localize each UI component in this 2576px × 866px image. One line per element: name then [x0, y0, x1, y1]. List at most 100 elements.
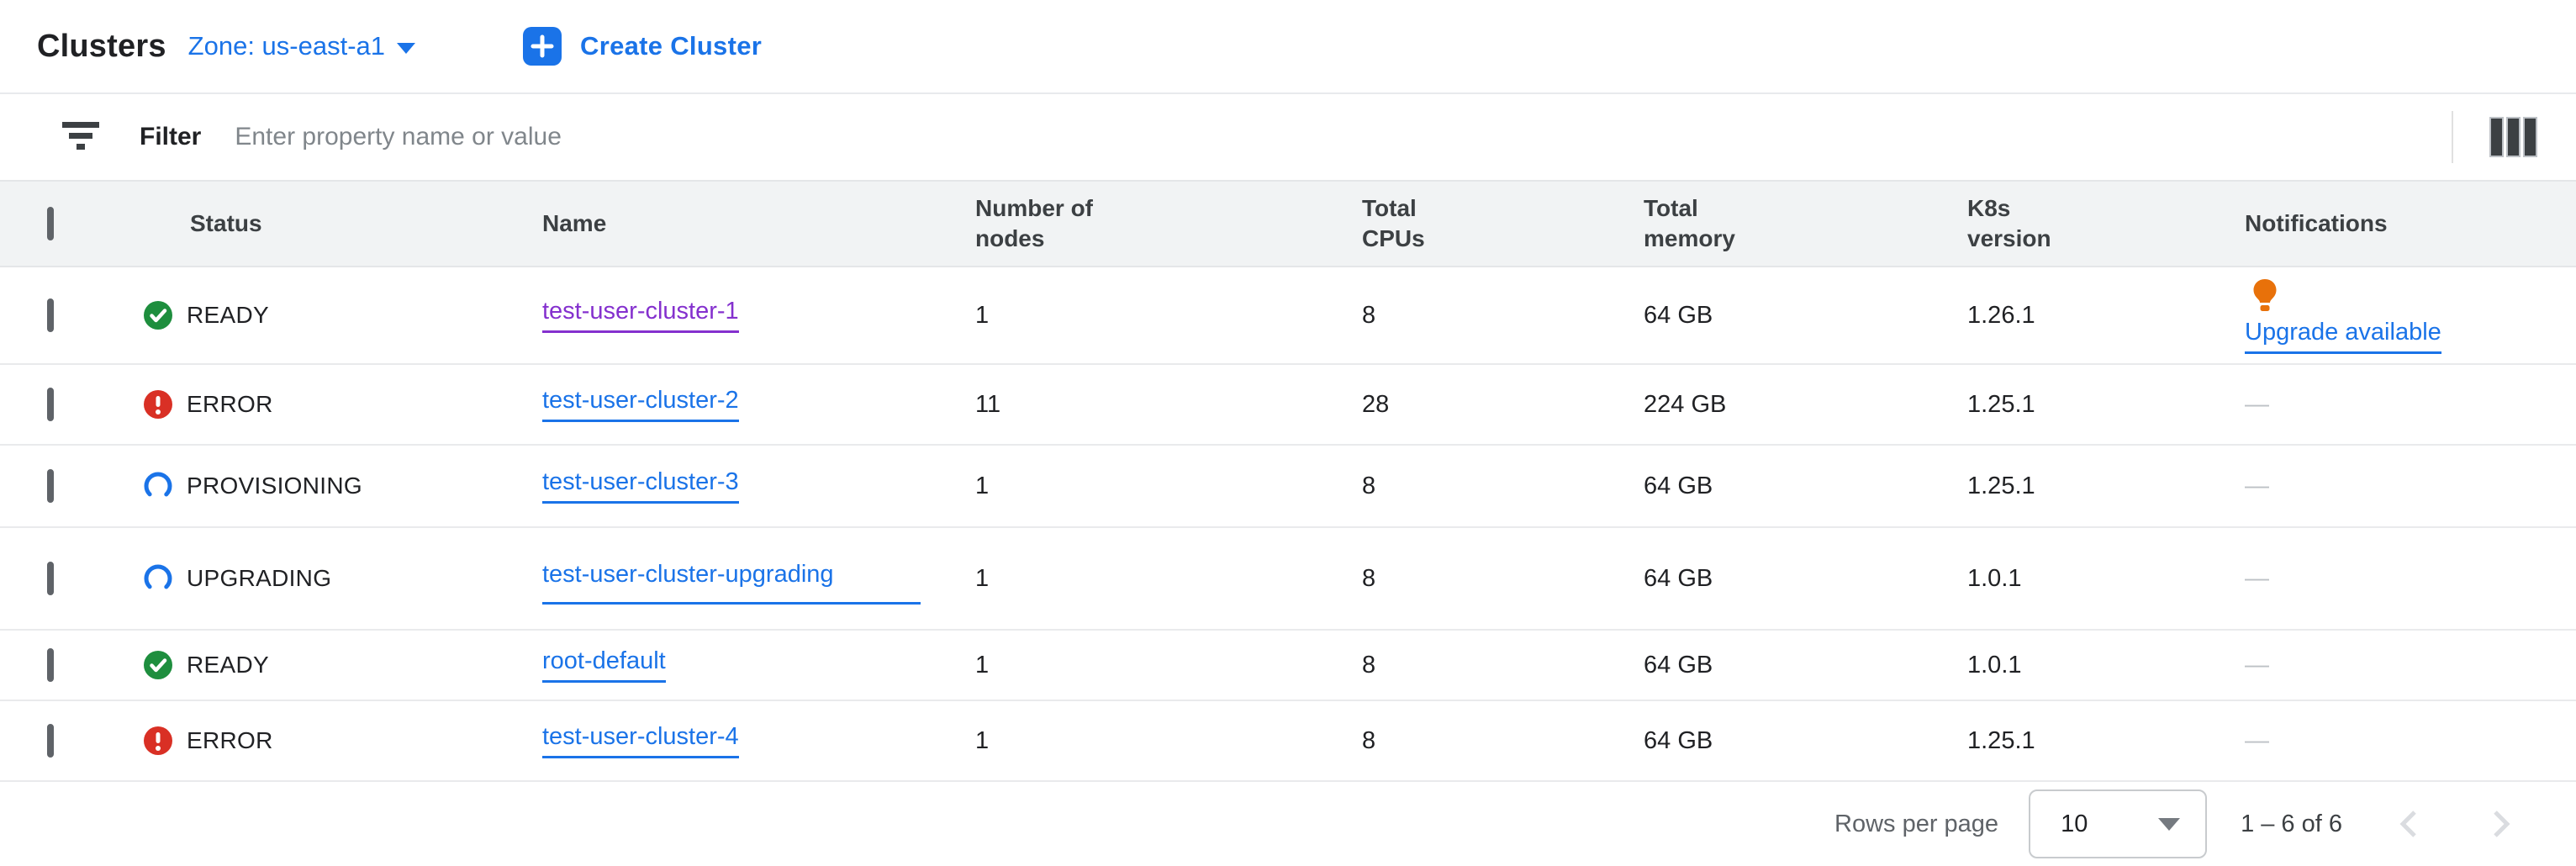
status-label: ERROR — [187, 727, 273, 753]
notification-empty: — — [2245, 564, 2269, 592]
status-cell: ERROR — [126, 389, 525, 420]
nodes-value: 1 — [975, 472, 990, 499]
memory-value: 64 GB — [1644, 726, 1713, 754]
previous-page-button[interactable] — [2386, 800, 2433, 848]
row-checkbox[interactable] — [47, 723, 54, 758]
status-cell: READY — [126, 300, 525, 330]
k8s-version-value: 1.25.1 — [1967, 472, 2035, 499]
clusters-table: Status Name Number of nodes Total CPUs T… — [0, 180, 2576, 782]
status-label: ERROR — [187, 391, 273, 417]
column-header-notifications: Notifications — [2245, 209, 2388, 236]
status-label: READY — [187, 652, 269, 678]
memory-value: 64 GB — [1644, 564, 1713, 592]
notification-cell: Upgrade available — [2228, 277, 2576, 354]
status-error-icon — [144, 390, 172, 419]
notification-empty: — — [2245, 472, 2269, 499]
rows-per-page-value: 10 — [2061, 810, 2088, 837]
cpus-value: 8 — [1362, 301, 1376, 329]
row-checkbox[interactable] — [47, 387, 54, 421]
table-row: UPGRADING test-user-cluster-upgrading 1 … — [0, 528, 2576, 631]
cpus-value: 8 — [1362, 726, 1376, 754]
columns-icon — [2489, 117, 2537, 157]
select-all-checkbox[interactable] — [47, 206, 54, 240]
nodes-value: 1 — [975, 726, 990, 754]
cpus-value: 8 — [1362, 651, 1376, 679]
status-cell: PROVISIONING — [126, 471, 525, 501]
cpus-value: 8 — [1362, 564, 1376, 592]
filter-bar: Filter — [0, 94, 2576, 180]
k8s-version-value: 1.25.1 — [1967, 390, 2035, 418]
chevron-left-icon — [2399, 811, 2416, 837]
table-row: ERROR test-user-cluster-2 11 28 224 GB 1… — [0, 365, 2576, 446]
lightbulb-icon — [2250, 277, 2280, 317]
status-ready-icon — [144, 301, 172, 330]
row-checkbox[interactable] — [47, 298, 54, 332]
column-header-nodes: Number of nodes — [975, 194, 1093, 251]
column-header-memory: Total memory — [1644, 194, 1735, 251]
row-checkbox[interactable] — [47, 561, 54, 595]
notification-empty: — — [2245, 726, 2269, 754]
k8s-version-value: 1.0.1 — [1967, 564, 2022, 592]
column-display-options-button[interactable] — [2484, 108, 2542, 166]
cpus-value: 28 — [1362, 390, 1390, 418]
upgrade-available-link[interactable]: Upgrade available — [2245, 319, 2441, 354]
table-row: PROVISIONING test-user-cluster-3 1 8 64 … — [0, 446, 2576, 528]
column-header-cpus: Total CPUs — [1362, 194, 1425, 251]
status-progress-spinner-icon — [144, 472, 172, 500]
create-cluster-button[interactable]: Create Cluster — [523, 27, 762, 66]
cluster-name-link[interactable]: test-user-cluster-1 — [542, 298, 739, 333]
status-error-icon — [144, 726, 172, 755]
memory-value: 64 GB — [1644, 472, 1713, 499]
pagination-bar: Rows per page 10 1 – 6 of 6 — [0, 782, 2576, 866]
k8s-version-value: 1.26.1 — [1967, 301, 2035, 329]
status-cell: UPGRADING — [126, 563, 525, 594]
chevron-down-icon — [2158, 817, 2181, 831]
nodes-value: 11 — [975, 390, 1001, 418]
filter-input[interactable] — [235, 123, 2452, 151]
cluster-name-link[interactable]: test-user-cluster-2 — [542, 387, 739, 422]
status-cell: ERROR — [126, 726, 525, 756]
table-row: READY test-user-cluster-1 1 8 64 GB 1.26… — [0, 267, 2576, 365]
k8s-version-value: 1.25.1 — [1967, 726, 2035, 754]
notification-empty: — — [2245, 390, 2269, 418]
next-page-button[interactable] — [2477, 800, 2524, 848]
nodes-value: 1 — [975, 564, 990, 592]
cluster-name-link[interactable]: root-default — [542, 647, 666, 683]
memory-value: 64 GB — [1644, 651, 1713, 679]
chevron-right-icon — [2494, 811, 2510, 837]
zone-selector[interactable]: Zone: us-east-a1 — [187, 31, 416, 61]
cluster-name-link[interactable]: test-user-cluster-3 — [542, 468, 739, 504]
filter-icon — [61, 119, 101, 156]
row-checkbox[interactable] — [47, 468, 54, 503]
page-range-label: 1 – 6 of 6 — [2241, 810, 2342, 837]
plus-icon — [523, 27, 562, 66]
column-header-k8s-version: K8s version — [1967, 194, 2051, 251]
filter-label: Filter — [140, 123, 202, 150]
memory-value: 64 GB — [1644, 301, 1713, 329]
status-label: UPGRADING — [187, 565, 332, 591]
rows-per-page-select[interactable]: 10 — [2029, 789, 2208, 858]
status-progress-spinner-icon — [144, 564, 172, 593]
cpus-value: 8 — [1362, 472, 1376, 499]
memory-value: 224 GB — [1644, 390, 1727, 418]
zone-selector-label: Zone: us-east-a1 — [187, 31, 386, 61]
status-label: PROVISIONING — [187, 473, 362, 499]
column-header-name: Name — [542, 209, 607, 236]
row-checkbox[interactable] — [47, 647, 54, 682]
page-header: Clusters Zone: us-east-a1 Create Cluster — [0, 0, 2576, 94]
table-header-row: Status Name Number of nodes Total CPUs T… — [0, 180, 2576, 267]
nodes-value: 1 — [975, 301, 990, 329]
chevron-down-icon — [397, 42, 416, 54]
k8s-version-value: 1.0.1 — [1967, 651, 2022, 679]
cluster-name-link[interactable]: test-user-cluster-upgrading — [542, 552, 921, 605]
notification-empty: — — [2245, 651, 2269, 679]
cluster-name-link[interactable]: test-user-cluster-4 — [542, 723, 739, 758]
page-title: Clusters — [37, 28, 166, 64]
column-header-status: Status — [190, 209, 262, 236]
status-label: READY — [187, 302, 269, 328]
create-cluster-label: Create Cluster — [580, 31, 763, 61]
status-ready-icon — [144, 651, 172, 679]
status-cell: READY — [126, 650, 525, 680]
table-row: READY root-default 1 8 64 GB 1.0.1 — — [0, 631, 2576, 701]
